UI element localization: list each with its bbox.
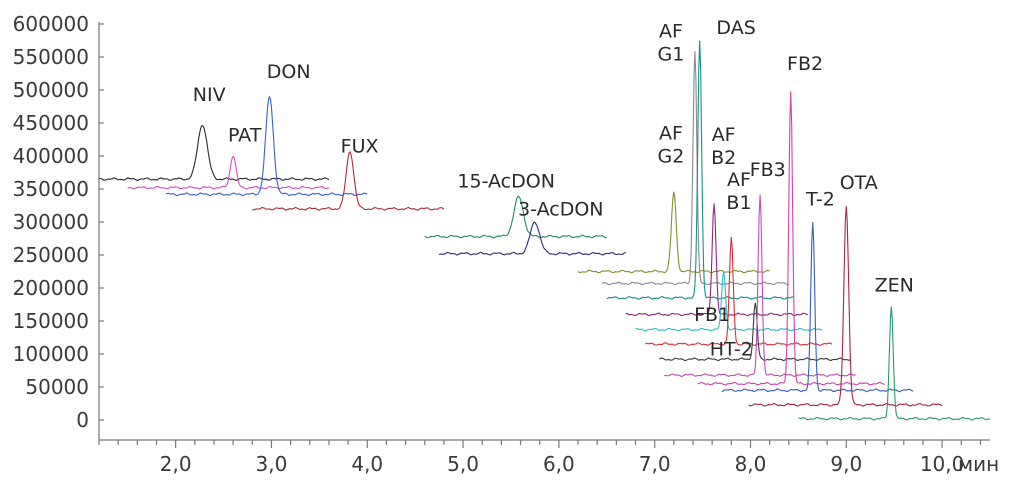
y-tick-label: 0 bbox=[76, 408, 89, 432]
trace-pat bbox=[127, 155, 330, 190]
x-tick-label: 5,0 bbox=[447, 452, 479, 476]
peak-label-af-g1: G1 bbox=[658, 43, 685, 65]
trace-fb1 bbox=[635, 271, 823, 332]
chromatogram-traces bbox=[98, 40, 990, 421]
trace-t-2 bbox=[721, 221, 914, 393]
x-tick-label: 4,0 bbox=[351, 452, 383, 476]
peak-label-fux: FUX bbox=[341, 136, 379, 158]
peak-label-af-g2: G2 bbox=[658, 146, 685, 168]
trace-af-b1 bbox=[644, 237, 833, 347]
trace-don bbox=[165, 95, 368, 197]
x-tick-label: 7,0 bbox=[639, 452, 671, 476]
x-tick-label: 2,0 bbox=[160, 452, 192, 476]
y-tick-label: 400000 bbox=[13, 144, 89, 168]
peak-label-don: DON bbox=[267, 61, 311, 83]
peak-label-fb1: FB1 bbox=[694, 304, 730, 326]
peak-label-af-g1: AF bbox=[659, 20, 683, 42]
peak-label-fb3: FB3 bbox=[750, 159, 786, 181]
y-tick-label: 350000 bbox=[13, 177, 89, 201]
trace-zen bbox=[798, 306, 990, 421]
peak-label-t-2: T-2 bbox=[805, 189, 835, 211]
trace-af-g2 bbox=[577, 191, 770, 274]
trace-fux bbox=[252, 151, 445, 211]
x-tick-label: 6,0 bbox=[543, 452, 575, 476]
peak-label-niv: NIV bbox=[193, 84, 226, 106]
x-tick-label: 9,0 bbox=[830, 452, 862, 476]
y-tick-label: 500000 bbox=[13, 78, 89, 102]
trace-af-b2 bbox=[625, 203, 809, 317]
peak-label-af-g2: AF bbox=[659, 123, 683, 145]
trace-ota bbox=[748, 206, 943, 407]
x-axis-unit-label: мин bbox=[958, 452, 999, 476]
y-tick-label: 550000 bbox=[13, 45, 89, 69]
trace-fb2 bbox=[697, 91, 885, 386]
trace-fb3 bbox=[664, 194, 857, 378]
peak-label-ota: OTA bbox=[840, 172, 878, 194]
trace-niv bbox=[98, 124, 330, 182]
y-tick-label: 200000 bbox=[13, 276, 89, 300]
peak-label-af-b2: AF bbox=[712, 124, 736, 146]
x-tick-label: 10,0 bbox=[920, 452, 965, 476]
y-tick-label: 300000 bbox=[13, 210, 89, 234]
y-tick-label: 250000 bbox=[13, 243, 89, 267]
trace-3-acdon bbox=[439, 221, 626, 256]
peak-label-zen: ZEN bbox=[875, 274, 914, 296]
peak-label-15-acdon: 15-AcDON bbox=[457, 171, 555, 193]
peak-label-ht-2: HT-2 bbox=[710, 338, 753, 360]
peak-label-das: DAS bbox=[716, 17, 755, 39]
peak-label-af-b1: B1 bbox=[726, 192, 751, 214]
x-tick-label: 8,0 bbox=[735, 452, 767, 476]
y-axis-ticks: 0 50000 100000 150000 200000 250000 300000 3500… bbox=[13, 12, 104, 432]
peak-label-3-acdon: 3-AcDON bbox=[518, 198, 603, 220]
x-axis-ticks: 2,0 3,0 4,0 5,0 6,0 7,0 8,0 9,0 10,0 bbox=[98, 440, 982, 476]
peak-label-af-b1: AF bbox=[727, 169, 751, 191]
peak-labels: NIVPATDONFUX15-AcDON3-AcDONAFG2AFG1DASAF… bbox=[193, 17, 914, 360]
trace-ht-2 bbox=[659, 302, 852, 362]
x-tick-label: 3,0 bbox=[256, 452, 288, 476]
peak-label-af-b2: B2 bbox=[711, 147, 736, 169]
y-tick-label: 50000 bbox=[25, 375, 89, 399]
y-tick-label: 450000 bbox=[13, 111, 89, 135]
y-tick-label: 600000 bbox=[13, 12, 89, 36]
peak-label-fb2: FB2 bbox=[787, 53, 823, 75]
y-tick-label: 150000 bbox=[13, 309, 89, 333]
peak-label-pat: PAT bbox=[228, 124, 262, 146]
y-tick-label: 100000 bbox=[13, 342, 89, 366]
trace-15-acdon bbox=[424, 195, 607, 239]
